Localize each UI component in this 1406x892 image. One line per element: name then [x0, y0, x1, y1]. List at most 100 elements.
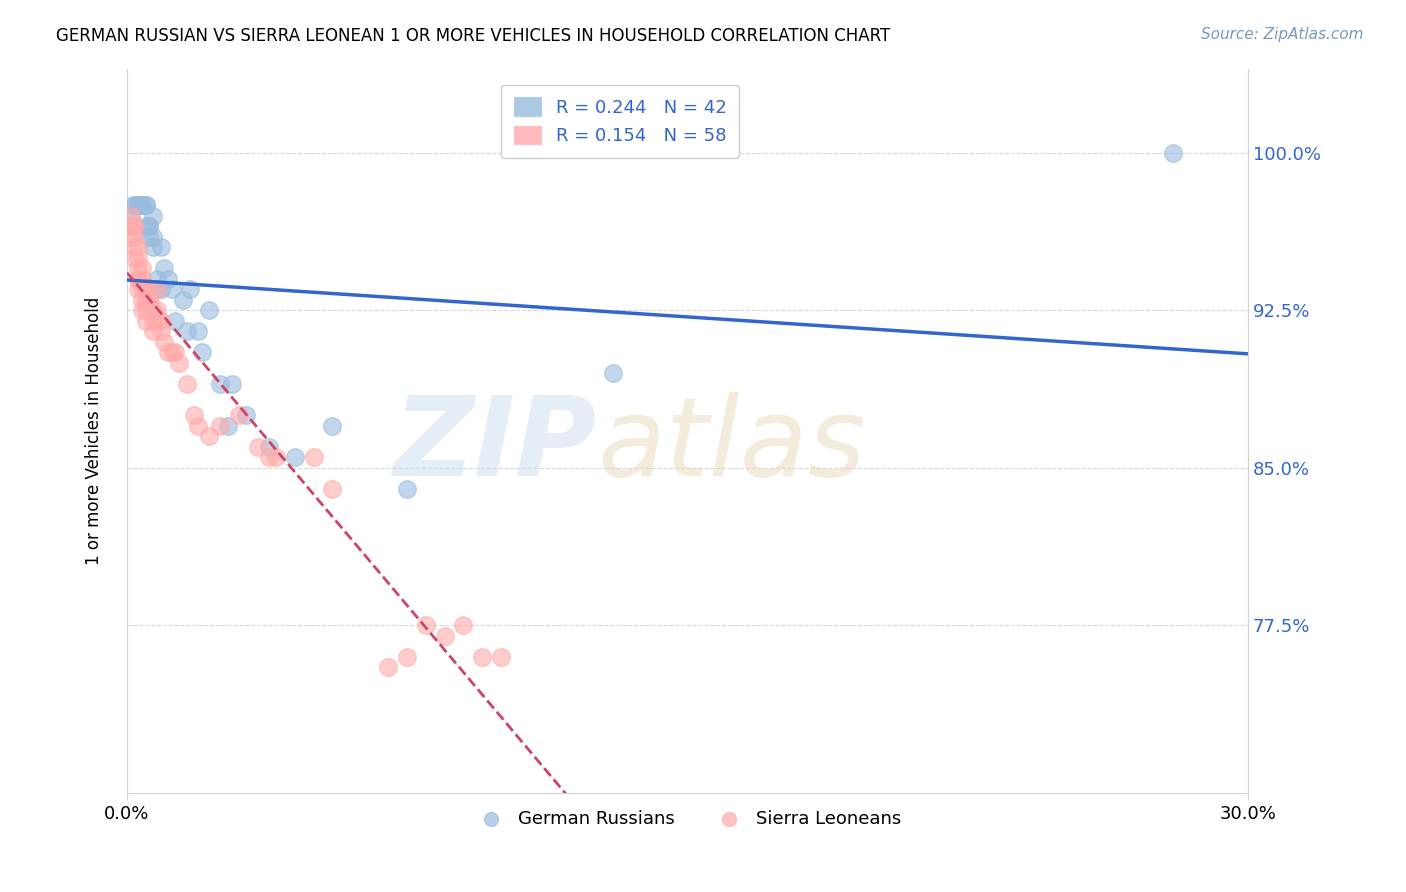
Point: [127, 251, 149, 265]
Point: [131, 271, 153, 285]
Point: [127, 271, 149, 285]
Point: [149, 240, 172, 254]
Point: [142, 324, 165, 338]
Point: [321, 418, 343, 433]
Point: [135, 303, 157, 318]
Point: [131, 198, 153, 212]
Point: [142, 209, 165, 223]
Point: [153, 261, 176, 276]
Point: [135, 282, 157, 296]
Point: [160, 345, 183, 359]
Point: [142, 240, 165, 254]
Point: [142, 313, 165, 327]
Point: [377, 660, 399, 674]
Point: [135, 313, 157, 327]
Point: [284, 450, 307, 465]
Point: [135, 282, 157, 296]
Point: [602, 366, 624, 380]
Point: [142, 303, 165, 318]
Point: [266, 450, 288, 465]
Point: [124, 229, 146, 244]
Point: [124, 198, 146, 212]
Point: [138, 293, 160, 307]
Point: [146, 303, 169, 318]
Point: [131, 198, 153, 212]
Point: [124, 240, 146, 254]
Point: [138, 229, 160, 244]
Point: [489, 649, 512, 664]
Point: [209, 376, 232, 391]
Point: [246, 440, 269, 454]
Point: [1161, 145, 1184, 160]
Point: [156, 271, 179, 285]
Point: [127, 198, 149, 212]
Point: [187, 324, 209, 338]
Point: [131, 293, 153, 307]
Point: [198, 429, 221, 443]
Point: [120, 209, 142, 223]
Point: [160, 282, 183, 296]
Point: [165, 313, 187, 327]
Point: [228, 408, 250, 422]
Point: [120, 209, 142, 223]
Point: [471, 649, 494, 664]
Point: [135, 293, 157, 307]
Point: [120, 229, 142, 244]
Point: [153, 334, 176, 349]
Point: [146, 282, 169, 296]
Point: [124, 219, 146, 233]
Point: [146, 313, 169, 327]
Point: [127, 240, 149, 254]
Point: [433, 629, 456, 643]
Point: [135, 198, 157, 212]
Point: [142, 229, 165, 244]
Point: [451, 618, 474, 632]
Point: [396, 482, 419, 496]
Text: Source: ZipAtlas.com: Source: ZipAtlas.com: [1201, 27, 1364, 42]
Point: [138, 219, 160, 233]
Point: [131, 282, 153, 296]
Point: [187, 418, 209, 433]
Point: [149, 313, 172, 327]
Point: [127, 271, 149, 285]
Y-axis label: 1 or more Vehicles in Household: 1 or more Vehicles in Household: [86, 297, 103, 565]
Point: [149, 282, 172, 296]
Point: [176, 324, 198, 338]
Point: [131, 303, 153, 318]
Point: [176, 376, 198, 391]
Point: [124, 219, 146, 233]
Point: [131, 261, 153, 276]
Point: [127, 198, 149, 212]
Point: [127, 261, 149, 276]
Point: [235, 408, 257, 422]
Point: [257, 450, 280, 465]
Point: [221, 376, 243, 391]
Point: [127, 282, 149, 296]
Point: [321, 482, 343, 496]
Point: [209, 418, 232, 433]
Point: [165, 345, 187, 359]
Point: [190, 345, 212, 359]
Point: [167, 356, 190, 370]
Legend: German Russians, Sierra Leoneans: German Russians, Sierra Leoneans: [465, 803, 908, 835]
Point: [198, 303, 221, 318]
Point: [257, 440, 280, 454]
Point: [156, 345, 179, 359]
Point: [149, 324, 172, 338]
Point: [396, 649, 419, 664]
Point: [124, 198, 146, 212]
Point: [138, 282, 160, 296]
Point: [127, 198, 149, 212]
Text: ZIP: ZIP: [394, 392, 598, 499]
Text: GERMAN RUSSIAN VS SIERRA LEONEAN 1 OR MORE VEHICLES IN HOUSEHOLD CORRELATION CHA: GERMAN RUSSIAN VS SIERRA LEONEAN 1 OR MO…: [56, 27, 890, 45]
Point: [217, 418, 239, 433]
Point: [138, 293, 160, 307]
Point: [183, 408, 205, 422]
Point: [124, 251, 146, 265]
Point: [302, 450, 325, 465]
Point: [146, 271, 169, 285]
Text: atlas: atlas: [598, 392, 866, 499]
Point: [135, 198, 157, 212]
Point: [415, 618, 437, 632]
Point: [179, 282, 201, 296]
